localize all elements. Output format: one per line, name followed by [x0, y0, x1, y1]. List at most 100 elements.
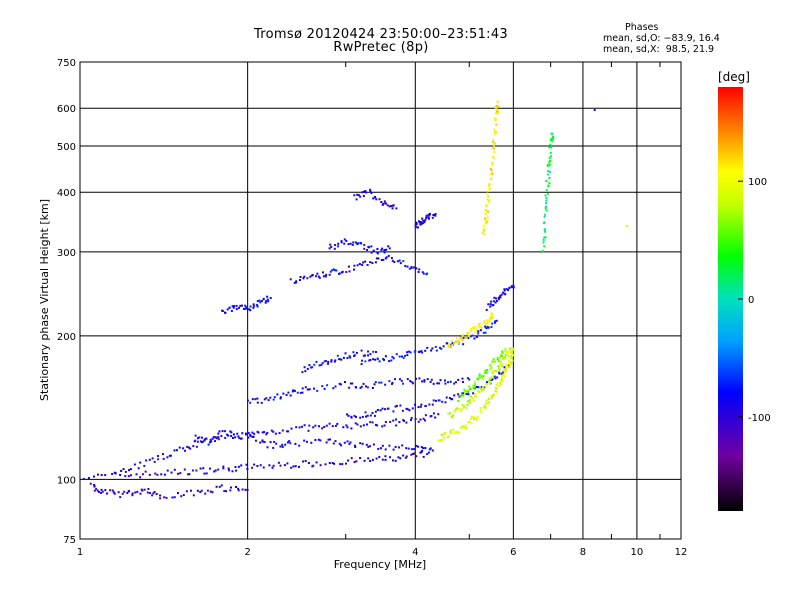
echo-point: [241, 304, 243, 307]
echo-point: [410, 381, 413, 383]
echo-point: [497, 367, 500, 370]
echo-point: [301, 391, 304, 394]
echo-point: [299, 276, 302, 278]
echo-point: [476, 417, 479, 419]
echo-point: [301, 425, 303, 428]
echo-point: [188, 473, 191, 476]
echo-point: [426, 453, 429, 456]
echo-point: [337, 245, 340, 248]
echo-point: [408, 267, 411, 270]
echo-point: [489, 368, 492, 371]
echo-point: [292, 389, 295, 392]
echo-point: [494, 377, 497, 380]
echo-point: [378, 456, 381, 459]
x-tick-label: 4: [412, 547, 418, 558]
echo-point: [200, 489, 203, 492]
echo-point: [378, 360, 381, 363]
echo-point: [469, 335, 472, 338]
echo-point: [313, 363, 316, 366]
echo-point: [333, 462, 336, 465]
echo-point: [151, 457, 154, 460]
echo-point: [178, 446, 181, 449]
echo-point: [344, 381, 346, 383]
echo-point: [410, 267, 413, 269]
echo-point: [388, 205, 391, 208]
echo-point: [467, 400, 470, 403]
echo-point: [315, 461, 318, 464]
echo-point: [413, 452, 416, 455]
echo-point: [503, 357, 506, 360]
echo-point: [454, 431, 457, 434]
echo-point: [478, 325, 481, 327]
echo-point: [474, 393, 477, 396]
echo-point: [422, 222, 425, 225]
echo-point: [218, 430, 221, 433]
echo-point: [289, 278, 292, 281]
echo-point: [495, 131, 498, 134]
echo-point: [133, 463, 136, 466]
echo-point: [191, 469, 194, 472]
echo-point: [224, 311, 226, 314]
echo-point: [437, 439, 440, 442]
echo-point: [437, 413, 440, 416]
echo-point: [463, 425, 465, 428]
echo-point: [494, 117, 496, 120]
echo-point: [169, 454, 172, 457]
echo-point: [247, 436, 250, 439]
echo-point: [347, 414, 350, 417]
echo-point: [281, 445, 284, 448]
echo-point: [412, 382, 414, 385]
echo-point: [410, 448, 413, 451]
echo-point: [422, 447, 425, 450]
echo-point: [303, 439, 306, 442]
echo-point: [314, 424, 317, 427]
echo-point: [402, 454, 405, 457]
echo-point: [338, 382, 341, 385]
echo-point: [418, 221, 421, 224]
echo-point: [458, 408, 461, 410]
echo-point: [440, 433, 443, 436]
echo-point: [349, 242, 352, 245]
echo-point: [490, 317, 493, 320]
echo-point: [93, 475, 95, 478]
echo-point: [260, 401, 263, 404]
echo-point: [356, 193, 359, 196]
echo-point: [428, 403, 431, 406]
echo-point: [500, 364, 503, 367]
echo-point: [243, 308, 245, 310]
echo-point: [399, 457, 402, 460]
echo-point: [424, 414, 427, 417]
echo-point: [467, 336, 470, 339]
echo-point: [353, 268, 355, 271]
echo-point: [399, 378, 401, 381]
echo-point: [221, 430, 224, 433]
echo-point: [502, 371, 505, 374]
echo-point: [479, 407, 482, 410]
echo-point: [324, 275, 327, 278]
echo-point: [328, 422, 331, 425]
echo-point: [462, 343, 465, 346]
echo-point: [367, 350, 370, 353]
echo-point: [462, 337, 465, 339]
echo-point: [261, 440, 264, 443]
echo-point: [388, 360, 391, 363]
echo-point: [245, 463, 248, 466]
echo-point: [237, 487, 240, 490]
echo-point: [543, 236, 546, 239]
echo-point: [489, 305, 492, 308]
echo-point: [392, 204, 395, 207]
echo-point: [490, 326, 493, 328]
echo-point: [448, 343, 451, 345]
echo-point: [294, 442, 297, 445]
echo-point: [353, 264, 356, 267]
echo-point: [480, 326, 483, 329]
echo-point: [546, 163, 549, 166]
echo-point: [391, 259, 394, 262]
echo-point: [455, 341, 458, 343]
echo-point: [368, 445, 371, 448]
echo-point: [487, 200, 490, 203]
echo-point: [433, 213, 436, 216]
echo-point: [221, 309, 224, 312]
echo-point: [484, 331, 487, 334]
echo-point: [336, 354, 339, 357]
